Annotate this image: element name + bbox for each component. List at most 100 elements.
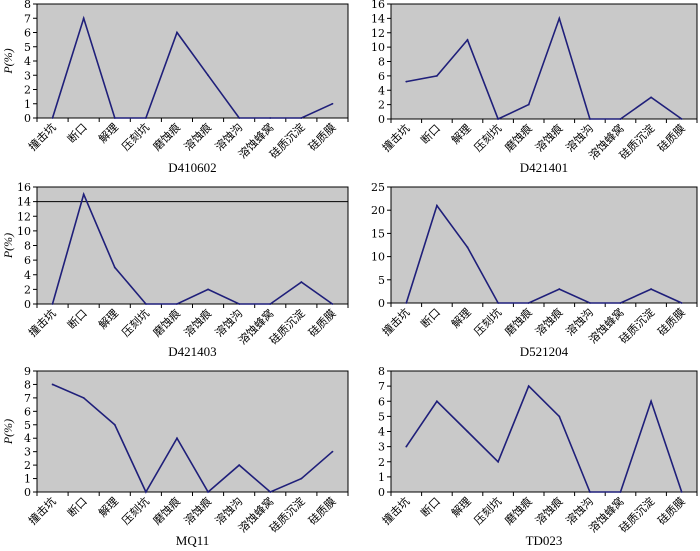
data-point	[238, 303, 241, 305]
y-tick-label: 14	[17, 196, 31, 209]
y-tick-label: 12	[371, 27, 385, 40]
data-point	[405, 445, 408, 448]
plot-area	[36, 370, 349, 493]
y-tick-label: 25	[371, 181, 385, 194]
y-tick-label: 3	[24, 446, 31, 459]
data-point	[497, 302, 499, 304]
x-tick-label: 溶蚀痕	[181, 306, 214, 339]
data-point	[113, 423, 116, 426]
y-tick-label: 7	[24, 12, 31, 25]
data-point	[405, 302, 408, 304]
x-tick-label: 溶蚀痕	[532, 305, 565, 338]
y-tick-label: 14	[371, 12, 385, 25]
x-tick-label: 解理	[95, 306, 120, 331]
y-tick-label: 5	[24, 41, 31, 54]
series-line	[51, 191, 333, 305]
x-tick-label: 压刻坑	[119, 306, 152, 339]
data-point	[650, 96, 652, 99]
x-tick-label: 撞击坑	[379, 494, 412, 527]
y-tick-label: 8	[24, 0, 31, 11]
series-line	[406, 15, 683, 121]
data-point	[113, 266, 116, 269]
plot-area	[390, 370, 698, 493]
x-tick-label: 撞击坑	[25, 306, 58, 339]
y-tick-label: 5	[24, 419, 31, 432]
data-point	[558, 415, 561, 418]
y-tick-label: 15	[371, 227, 385, 240]
x-tick-label: 压刻坑	[119, 120, 152, 153]
data-point	[144, 491, 147, 493]
data-point	[497, 460, 499, 463]
data-point	[207, 491, 209, 493]
x-tick-label: 解理	[448, 494, 473, 519]
x-tick-label: 解理	[95, 494, 120, 519]
x-tick-label: 硅质膜	[655, 306, 688, 339]
data-point	[405, 80, 408, 83]
data-point	[331, 450, 334, 453]
y-tick-label: 20	[371, 204, 385, 217]
data-point	[51, 383, 54, 386]
y-axis-label: P(%)	[1, 233, 15, 259]
x-tick-label: 断口	[418, 121, 443, 146]
x-tick-label: 解理	[448, 121, 473, 146]
data-point	[650, 288, 652, 290]
y-tick-label: 12	[17, 210, 31, 223]
y-tick-label: 2	[24, 283, 31, 296]
y-tick-label: 2	[378, 99, 385, 112]
data-point	[144, 303, 147, 305]
x-tick-label: 溶蚀痕	[532, 121, 565, 154]
series-line	[51, 15, 333, 119]
data-point	[207, 288, 209, 291]
data-point	[269, 491, 272, 493]
data-point	[238, 117, 241, 119]
data-point	[269, 303, 272, 305]
y-tick-label: 7	[24, 392, 31, 405]
series-line	[52, 383, 333, 494]
y-tick-label: 6	[378, 395, 385, 408]
y-tick-label: 0	[378, 486, 385, 499]
x-tick-label: 压刻坑	[471, 305, 504, 338]
y-tick-label: 0	[24, 486, 31, 499]
x-tick-label: 压刻坑	[471, 121, 504, 154]
y-tick-label: 16	[17, 181, 31, 194]
y-tick-label: 8	[378, 365, 385, 378]
data-point	[619, 118, 622, 120]
x-tick-label: 撞击坑	[25, 494, 58, 527]
data-point	[527, 103, 530, 106]
data-point	[650, 400, 652, 403]
chart-title: TD023	[526, 533, 563, 548]
y-tick-label: 0	[24, 112, 31, 125]
y-tick-label: 1	[24, 98, 31, 111]
chart-title: D521204	[520, 344, 569, 359]
x-tick-label: 硅质膜	[655, 122, 688, 155]
chart-title: MQ11	[176, 533, 209, 548]
x-tick-label: 压刻坑	[119, 494, 152, 527]
x-tick-label: 磨蚀痕	[150, 306, 183, 339]
plot-area	[36, 3, 349, 119]
data-point	[331, 102, 334, 105]
x-tick-label: 解理	[95, 120, 120, 145]
data-point	[176, 437, 178, 440]
y-tick-label: 6	[24, 254, 31, 267]
y-axis-label: P(%)	[1, 419, 15, 445]
x-tick-label: 磨蚀痕	[502, 121, 535, 154]
y-tick-label: 16	[371, 0, 385, 11]
x-tick-label: 硅质膜	[306, 121, 339, 154]
data-point	[82, 396, 85, 399]
data-point	[466, 430, 469, 433]
data-point	[589, 302, 591, 304]
y-tick-label: 6	[24, 27, 31, 40]
data-point	[331, 303, 334, 305]
x-tick-label: 断口	[64, 494, 89, 519]
y-tick-label: 5	[378, 274, 385, 287]
data-point	[269, 117, 272, 119]
chart-title: D421403	[168, 344, 216, 359]
x-tick-label: 断口	[418, 494, 443, 519]
data-point	[436, 74, 438, 77]
y-tick-label: 0	[378, 297, 385, 310]
data-point	[466, 246, 469, 249]
data-point	[144, 117, 147, 119]
y-tick-label: 6	[378, 70, 385, 83]
